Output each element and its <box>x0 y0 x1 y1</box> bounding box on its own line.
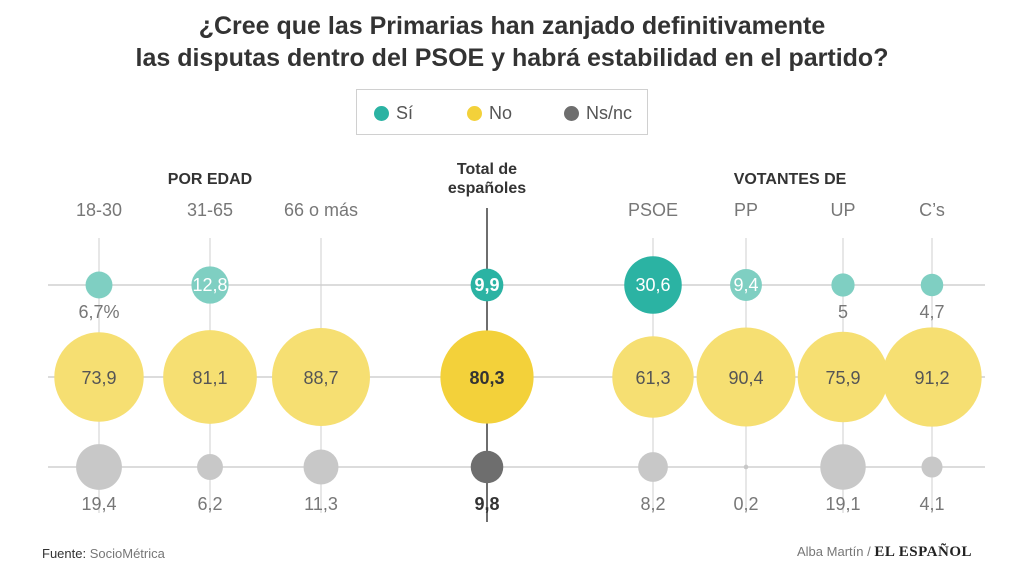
legend-dot-no-icon <box>467 106 482 121</box>
author-credit: Alba Martín / <box>797 544 871 559</box>
bubble-si-up <box>831 273 855 297</box>
chart-title: ¿Cree que las Primarias han zanjado defi… <box>0 10 1024 74</box>
value-label-nsnc-66-o-mas: 11,3 <box>304 494 338 514</box>
bubble-si-cs <box>920 273 944 297</box>
value-label-nsnc-18-30: 19,4 <box>81 494 116 514</box>
bubble-no-31-65 <box>163 330 257 424</box>
legend-dot-si-icon <box>374 106 389 121</box>
bubble-nsnc-total <box>470 450 504 484</box>
group-heading-total: Total de españoles <box>427 160 547 198</box>
bubble-no-18-30 <box>54 332 144 422</box>
value-label-si-31-65: 12,8 <box>192 275 227 295</box>
value-label-nsnc-cs: 4,1 <box>919 494 944 514</box>
bubble-no-psoe <box>612 336 694 418</box>
source-note: Fuente: SocioMétrica <box>42 546 165 561</box>
value-label-si-up: 5 <box>838 302 848 322</box>
value-label-no-pp: 90,4 <box>728 368 763 388</box>
bubble-nsnc-up <box>820 444 866 490</box>
bubble-si-31-65 <box>191 266 229 304</box>
column-label-18-30: 18-30 <box>75 200 123 220</box>
bubble-no-pp <box>696 327 796 427</box>
title-line-2: las disputas dentro del PSOE y habrá est… <box>135 44 889 72</box>
column-label-up: UP <box>830 200 856 220</box>
bubble-no-total <box>440 330 534 424</box>
value-label-si-18-30: 6,7% <box>78 302 119 322</box>
legend-label-si: Sí <box>396 103 414 123</box>
bubble-nsnc-66-o-mas <box>303 449 339 485</box>
value-label-nsnc-up: 19,1 <box>825 494 860 514</box>
legend-label-no: No <box>489 103 513 123</box>
value-label-no-psoe: 61,3 <box>635 368 670 388</box>
brand-logo: EL ESPAÑOL <box>874 544 972 560</box>
value-label-nsnc-psoe: 8,2 <box>640 494 665 514</box>
value-label-no-cs: 91,2 <box>914 368 949 388</box>
source-name: SocioMétrica <box>89 546 165 561</box>
value-label-nsnc-pp: 0,2 <box>733 494 758 514</box>
group-heading-voters: VOTANTES DE <box>733 171 847 188</box>
source-prefix: Fuente: <box>42 546 87 561</box>
bubble-nsnc-psoe <box>638 452 668 482</box>
bubble-no-cs <box>882 327 982 427</box>
bubble-si-18-30 <box>85 271 113 299</box>
column-label-pp: PP <box>733 200 758 220</box>
value-label-no-up: 75,9 <box>825 368 860 388</box>
bubble-no-up <box>797 331 889 423</box>
value-label-no-18-30: 73,9 <box>81 368 116 388</box>
column-label-66-o-mas: 66 o más <box>283 200 359 220</box>
total-heading-line-2: españoles <box>447 180 527 197</box>
value-label-nsnc-31-65: 6,2 <box>197 494 222 514</box>
column-label-cs: C’s <box>919 200 945 220</box>
value-label-nsnc-total: 9,8 <box>474 494 499 514</box>
value-label-no-total: 80,3 <box>469 368 504 388</box>
total-heading-line-1: Total de <box>456 161 518 178</box>
bubble-nsnc-18-30 <box>76 444 122 490</box>
value-label-si-total: 9,9 <box>474 275 499 295</box>
bubble-si-total <box>470 268 504 302</box>
column-label-psoe: PSOE <box>627 200 679 220</box>
bubble-nsnc-cs <box>921 456 943 478</box>
chart-columns: 6,7% 73,9 19,4 12,8 81,1 6,2 88,7 11,3 9,9 80,3 9,… <box>54 208 982 522</box>
bubble-no-66-o-mas <box>272 328 370 426</box>
value-label-si-psoe: 30,6 <box>635 275 670 295</box>
value-label-si-pp: 9,4 <box>733 275 758 295</box>
legend: Sí No Ns/nc <box>356 89 648 135</box>
bubble-si-pp <box>730 269 762 301</box>
bubble-si-psoe <box>624 256 682 314</box>
bubble-nsnc-31-65 <box>197 454 223 480</box>
credit: Alba Martín / EL ESPAÑOL <box>797 544 972 561</box>
legend-dot-nsnc-icon <box>564 106 579 121</box>
value-label-no-31-65: 81,1 <box>192 368 227 388</box>
legend-label-nsnc: Ns/nc <box>586 103 633 123</box>
value-label-no-66-o-mas: 88,7 <box>303 368 338 388</box>
title-line-1: ¿Cree que las Primarias han zanjado defi… <box>198 12 826 40</box>
group-heading-age: POR EDAD <box>167 171 253 188</box>
value-label-si-cs: 4,7 <box>919 302 944 322</box>
column-label-31-65: 31-65 <box>186 200 234 220</box>
bubble-nsnc-pp <box>743 464 749 470</box>
